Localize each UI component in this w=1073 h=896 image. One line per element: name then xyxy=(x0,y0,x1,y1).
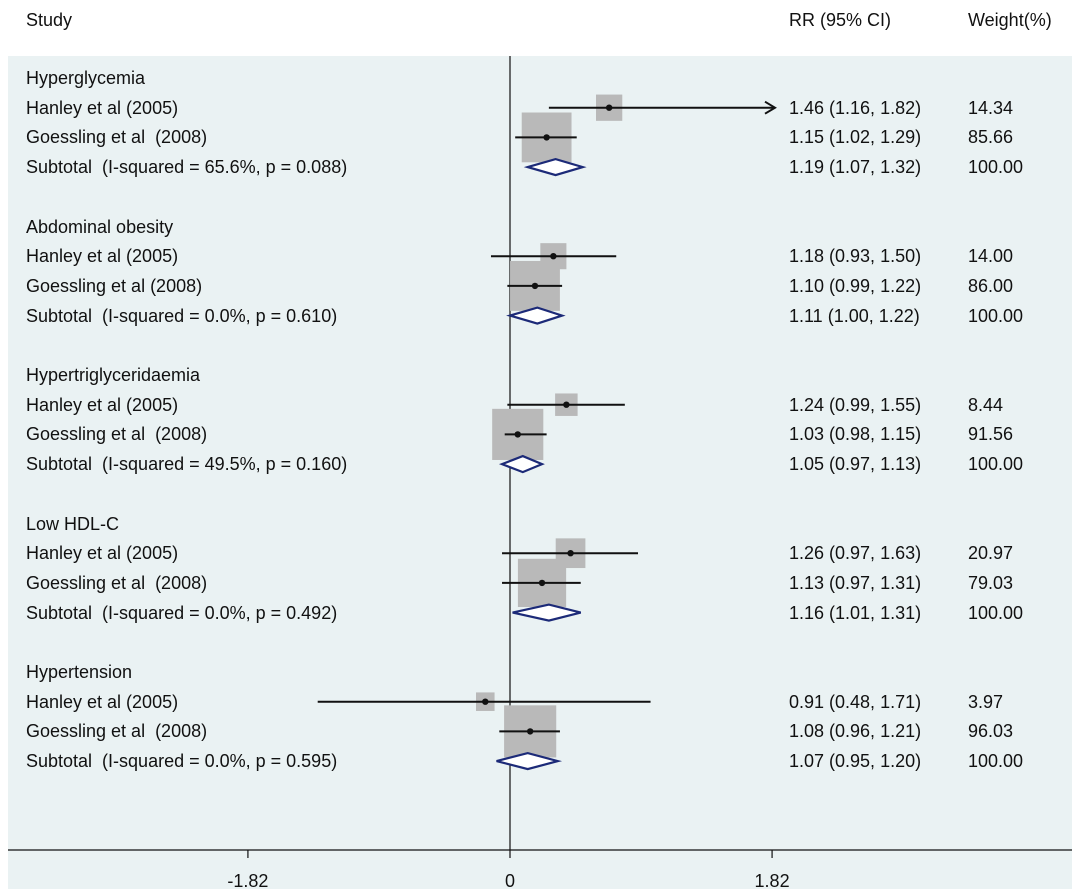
weight-value: 20.97 xyxy=(968,543,1014,564)
group-heading: Hypertriglyceridaemia xyxy=(26,365,201,385)
x-tick-label: 1.82 xyxy=(754,871,790,891)
subtotal-label: Subtotal (I-squared = 0.0%, p = 0.610) xyxy=(26,305,338,326)
x-tick-label: 0 xyxy=(504,871,515,891)
weight-value: 100.00 xyxy=(968,157,1024,178)
subtotal-diamond xyxy=(498,454,545,474)
rr-ci-text: 1.07 (0.95, 1.20) xyxy=(789,751,922,772)
study-label: Goessling et al (2008) xyxy=(26,572,208,593)
rr-ci-text: 1.13 (0.97, 1.31) xyxy=(789,572,922,593)
subtotal-diamond xyxy=(506,306,566,325)
group-heading: Hypertension xyxy=(26,662,133,682)
study-label: Hanley et al (2005) xyxy=(26,394,179,415)
point-estimate xyxy=(526,728,534,735)
rr-ci-text: 1.03 (0.98, 1.15) xyxy=(789,424,922,445)
weight-value: 91.56 xyxy=(968,424,1014,445)
weight-value: 79.03 xyxy=(968,572,1014,593)
rr-ci-text: 1.11 (1.00, 1.22) xyxy=(789,305,920,326)
weight-value: 100.00 xyxy=(968,305,1024,326)
ci-arrow xyxy=(764,100,777,115)
rr-ci-text: 1.15 (1.02, 1.29) xyxy=(789,127,922,148)
study-label: Goessling et al (2008) xyxy=(26,721,208,742)
group-heading: Hyperglycemia xyxy=(26,68,146,88)
weight-value: 3.97 xyxy=(968,691,1004,712)
rr-ci-text: 1.08 (0.96, 1.21) xyxy=(789,721,922,742)
rr-ci-text: 1.18 (0.93, 1.50) xyxy=(789,246,922,267)
weight-value: 86.00 xyxy=(968,275,1014,296)
point-estimate xyxy=(543,134,550,141)
estimate-column-header: RR (95% CI) xyxy=(789,10,892,30)
point-estimate xyxy=(531,282,539,290)
weight-value: 100.00 xyxy=(968,454,1024,475)
weight-column-header: Weight(%) xyxy=(968,10,1052,30)
study-column-header: Study xyxy=(26,10,73,30)
weight-value: 100.00 xyxy=(968,751,1024,772)
study-label: Hanley et al (2005) xyxy=(26,246,179,267)
subtotal-label: Subtotal (I-squared = 49.5%, p = 0.160) xyxy=(26,454,348,475)
group-heading: Abdominal obesity xyxy=(26,216,174,237)
point-estimate xyxy=(550,253,557,260)
group-heading: Low HDL-C xyxy=(26,513,120,534)
point-estimate xyxy=(538,579,546,587)
rr-ci-text: 1.05 (0.97, 1.13) xyxy=(789,454,922,475)
point-estimate xyxy=(605,104,613,111)
point-estimate xyxy=(567,550,574,557)
subtotal-diamond xyxy=(523,157,587,177)
weight-value: 96.03 xyxy=(968,721,1014,742)
rr-ci-text: 1.10 (0.99, 1.22) xyxy=(789,275,922,296)
weight-value: 8.44 xyxy=(968,394,1004,415)
weight-value: 100.00 xyxy=(968,602,1024,623)
subtotal-label: Subtotal (I-squared = 0.0%, p = 0.492) xyxy=(26,602,338,623)
point-estimate xyxy=(514,431,521,438)
subtotal-diamond xyxy=(512,603,582,622)
study-label: Goessling et al (2008) xyxy=(26,275,203,296)
study-label: Hanley et al (2005) xyxy=(26,97,179,118)
weight-value: 14.00 xyxy=(968,246,1014,267)
rr-ci-text: 1.16 (1.01, 1.31) xyxy=(789,602,922,623)
rr-ci-text: 0.91 (0.48, 1.71) xyxy=(789,691,922,712)
subtotal-label: Subtotal (I-squared = 65.6%, p = 0.088) xyxy=(26,157,348,178)
weight-value: 14.34 xyxy=(968,97,1014,118)
rr-ci-text: 1.19 (1.07, 1.32) xyxy=(789,157,922,178)
subtotal-diamond xyxy=(496,751,563,771)
rr-ci-text: 1.46 (1.16, 1.82) xyxy=(789,97,922,118)
point-estimate xyxy=(563,401,570,408)
study-label: Goessling et al (2008) xyxy=(26,127,208,148)
header-row xyxy=(8,8,1072,56)
rr-ci-text: 1.24 (0.99, 1.55) xyxy=(789,394,922,415)
weight-value: 85.66 xyxy=(968,127,1014,148)
subtotal-label: Subtotal (I-squared = 0.0%, p = 0.595) xyxy=(26,751,338,772)
x-tick-label: -1.82 xyxy=(227,871,269,891)
study-label: Hanley et al (2005) xyxy=(26,691,179,712)
rr-ci-text: 1.26 (0.97, 1.63) xyxy=(789,543,922,564)
point-estimate xyxy=(482,698,489,705)
study-label: Hanley et al (2005) xyxy=(26,543,179,564)
study-label: Goessling et al (2008) xyxy=(26,424,208,445)
